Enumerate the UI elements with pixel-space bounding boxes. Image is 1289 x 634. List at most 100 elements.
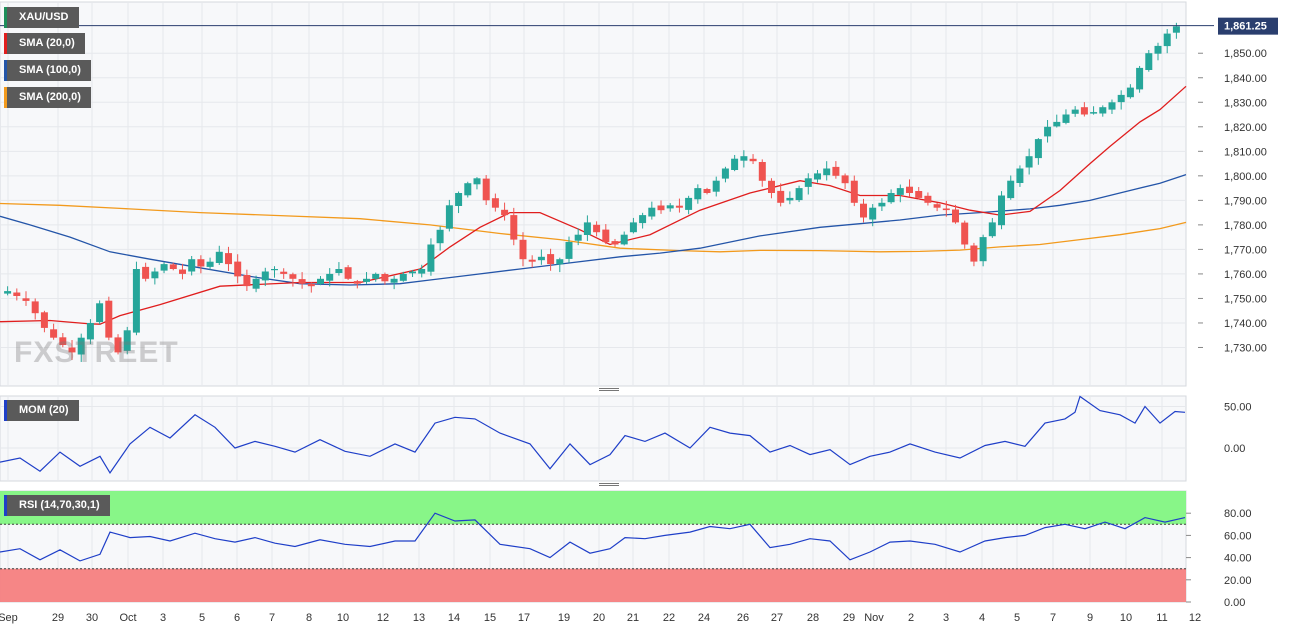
candle-body bbox=[353, 281, 361, 284]
x-tick-label: 4 bbox=[979, 612, 985, 624]
candle-body bbox=[869, 207, 877, 220]
candle-body bbox=[712, 180, 720, 192]
candle-body bbox=[455, 193, 463, 206]
candle-body bbox=[4, 291, 12, 294]
legend-symbol[interactable]: XAU/USD bbox=[4, 7, 79, 28]
legend-sma100[interactable]: SMA (100,0) bbox=[4, 60, 91, 81]
candle-body bbox=[620, 234, 628, 245]
candle-body bbox=[1025, 156, 1033, 168]
candle-body bbox=[924, 195, 932, 203]
candle-body bbox=[317, 278, 324, 284]
candle-body bbox=[841, 175, 849, 184]
sma200-line bbox=[0, 202, 1187, 253]
y-tick-label: 1,780.00 bbox=[1224, 220, 1267, 232]
legend-sma200[interactable]: SMA (200,0) bbox=[4, 87, 91, 108]
x-tick-label: 21 bbox=[627, 612, 639, 624]
candle-body bbox=[1145, 53, 1153, 70]
candle-body bbox=[593, 224, 601, 233]
candle-body bbox=[528, 259, 536, 262]
pane-resize-handle-rsi[interactable] bbox=[599, 483, 619, 488]
x-tick-label: 5 bbox=[1014, 612, 1020, 624]
candle-body bbox=[832, 166, 840, 176]
candle-body bbox=[473, 178, 481, 185]
rsi-y-tick-label: 80.00 bbox=[1224, 508, 1252, 520]
candle-body bbox=[1090, 112, 1098, 114]
rsi-oversold-zone bbox=[0, 568, 1186, 602]
candle-body bbox=[445, 205, 453, 229]
pane-resize-handle-mom[interactable] bbox=[599, 388, 619, 393]
candle-body bbox=[896, 188, 904, 195]
rsi-y-tick-label: 20.00 bbox=[1224, 575, 1252, 587]
x-tick-label: 8 bbox=[306, 612, 312, 624]
candle-body bbox=[50, 329, 58, 338]
rsi-y-tick-label: 60.00 bbox=[1224, 530, 1252, 542]
x-tick-label: 9 bbox=[1087, 612, 1093, 624]
candle-body bbox=[86, 323, 94, 340]
legend-sma20[interactable]: SMA (20,0) bbox=[4, 33, 85, 54]
legend-sma100-label: SMA (100,0) bbox=[19, 64, 81, 76]
candle-body bbox=[464, 183, 472, 196]
candle-body bbox=[933, 204, 941, 208]
candle-body bbox=[132, 269, 140, 333]
candle-body bbox=[629, 222, 637, 233]
legend-mom[interactable]: MOM (20) bbox=[4, 400, 79, 421]
candle-body bbox=[565, 242, 573, 259]
candle-body bbox=[749, 158, 757, 162]
x-tick-label: 3 bbox=[943, 612, 949, 624]
legend-rsi[interactable]: RSI (14,70,30,1) bbox=[4, 495, 110, 516]
candle-body bbox=[915, 191, 923, 198]
candle-body bbox=[574, 234, 582, 241]
candle-body bbox=[252, 278, 260, 289]
y-tick-label: 1,770.00 bbox=[1224, 244, 1267, 256]
candle-body bbox=[169, 264, 177, 269]
x-tick-label: 6 bbox=[234, 612, 240, 624]
candle-body bbox=[105, 300, 113, 338]
x-tick-label: 15 bbox=[484, 612, 496, 624]
candle-body bbox=[243, 275, 251, 287]
candle-body bbox=[326, 273, 334, 281]
candle-body bbox=[68, 347, 76, 353]
candle-body bbox=[1053, 121, 1061, 127]
candle-body bbox=[307, 283, 315, 287]
x-tick-label: 12 bbox=[377, 612, 389, 624]
candle-body bbox=[114, 337, 122, 353]
candle-body bbox=[979, 237, 987, 262]
x-tick-label: 19 bbox=[558, 612, 570, 624]
candle-body bbox=[583, 222, 591, 235]
candle-body bbox=[786, 197, 794, 201]
candle-body bbox=[1034, 139, 1042, 159]
x-tick-label: 10 bbox=[337, 612, 349, 624]
candle-body bbox=[31, 301, 39, 314]
candle-body bbox=[887, 193, 895, 203]
candle-body bbox=[777, 190, 785, 203]
x-tick-label: 5 bbox=[199, 612, 205, 624]
candle-body bbox=[188, 259, 196, 272]
candle-body bbox=[952, 209, 959, 223]
candle-body bbox=[289, 274, 297, 279]
candle-body bbox=[768, 180, 775, 193]
candle-body bbox=[399, 273, 407, 281]
x-tick-label: 24 bbox=[698, 612, 710, 624]
candle-body bbox=[648, 207, 656, 217]
x-tick-label: 30 bbox=[86, 612, 98, 624]
candle-body bbox=[179, 269, 186, 274]
candle-body bbox=[1136, 67, 1144, 90]
candle-body bbox=[537, 256, 545, 261]
candle-body bbox=[22, 298, 30, 301]
legend-sma20-label: SMA (20,0) bbox=[19, 37, 75, 49]
candle-body bbox=[703, 189, 711, 193]
candle-body bbox=[1080, 107, 1088, 115]
legend-mom-label: MOM (20) bbox=[19, 404, 69, 416]
y-tick-label: 1,800.00 bbox=[1224, 171, 1267, 183]
y-tick-label: 1,810.00 bbox=[1224, 146, 1267, 158]
candle-body bbox=[372, 273, 380, 279]
candle-body bbox=[675, 205, 683, 208]
rsi-line bbox=[0, 512, 1186, 562]
x-tick-label: Sep bbox=[0, 612, 18, 624]
candle-body bbox=[151, 271, 159, 279]
candle-body bbox=[427, 244, 435, 272]
candle-body bbox=[234, 261, 242, 277]
candle-body bbox=[666, 205, 674, 209]
candle-body bbox=[510, 215, 518, 240]
candle-body bbox=[878, 202, 886, 207]
